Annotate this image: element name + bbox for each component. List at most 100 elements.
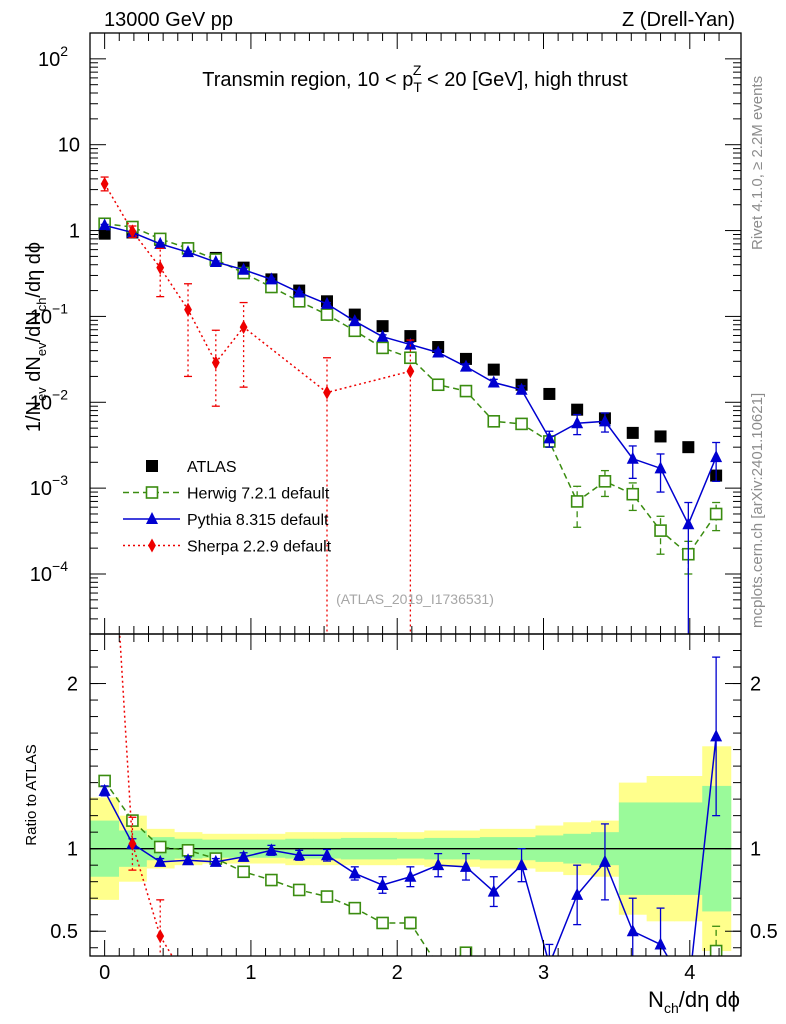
series-herwig xyxy=(98,217,723,575)
ratio-point xyxy=(515,858,528,871)
ratio-point xyxy=(459,859,472,872)
series-sherpa xyxy=(100,176,415,634)
data-point xyxy=(571,403,584,416)
data-point xyxy=(404,337,417,350)
legend: ATLAS Herwig 7.2.1 default Pythia 8.315 de… xyxy=(123,459,332,556)
x-axis-label: Nch/dη dϕ xyxy=(648,987,740,1016)
x-tick-label: 0 xyxy=(99,962,110,984)
ratio-y-tick-label-right: 0.5 xyxy=(750,921,778,943)
y-tick-mantissa: 10 xyxy=(30,392,52,414)
ratio-line xyxy=(118,634,174,956)
data-point xyxy=(320,296,333,309)
y-tick-mantissa: 10 xyxy=(30,564,52,586)
series-pythia xyxy=(98,218,723,634)
ratio-point xyxy=(320,848,333,861)
data-point xyxy=(654,524,667,537)
data-point xyxy=(570,495,584,508)
ratio-point xyxy=(209,854,222,867)
data-point xyxy=(459,352,472,365)
ratio-point xyxy=(488,967,499,978)
ratio-point xyxy=(459,946,473,956)
y-tick-label: 102 xyxy=(38,43,68,71)
ratio-point xyxy=(126,814,139,827)
ratio-point xyxy=(516,970,527,981)
y-tick-mantissa: 10 xyxy=(30,306,52,328)
y-tick-label: 10−3 xyxy=(30,472,68,500)
data-point xyxy=(709,507,723,521)
y-tick-exponent: 2 xyxy=(60,43,68,59)
analysis-watermark: (ATLAS_2019_I1736531) xyxy=(336,591,494,607)
ratio-point xyxy=(348,901,362,915)
process-label: Z (Drell-Yan) xyxy=(622,9,735,31)
ratio-point xyxy=(572,993,583,1004)
data-point xyxy=(209,255,222,268)
ratio-y-tick-label-left: 2 xyxy=(67,674,78,696)
y-tick-label: 10−2 xyxy=(30,386,68,414)
rivet-version-label: Rivet 4.1.0, ≥ 2.2M events xyxy=(749,76,766,250)
mcplots-credit-label: mcplots.cern.ch [arXiv:2401.10621] xyxy=(749,393,766,628)
ratio-point xyxy=(487,884,500,897)
data-point xyxy=(239,320,248,335)
data-point xyxy=(543,431,556,444)
y-tick-label: 10 xyxy=(58,135,80,157)
data-point xyxy=(348,324,362,338)
x-tick-label: 1 xyxy=(245,962,256,984)
data-point xyxy=(128,224,137,239)
ratio-point xyxy=(709,944,723,956)
legend-marker xyxy=(148,538,156,553)
ratio-series-pythia xyxy=(98,656,723,956)
ratio-point xyxy=(348,866,361,879)
data-point xyxy=(376,329,389,342)
ratio-point xyxy=(154,854,167,867)
data-point xyxy=(154,236,167,249)
series-line xyxy=(103,183,411,394)
ratio-y-tick-label-right: 2 xyxy=(750,674,761,696)
data-point xyxy=(182,245,195,258)
ratio-point xyxy=(571,887,584,900)
ratio-point xyxy=(184,975,192,989)
x-tick-label: 4 xyxy=(684,962,695,984)
ratio-frame xyxy=(89,633,742,957)
data-point xyxy=(98,218,111,231)
ratio-point xyxy=(432,858,445,871)
ratio-point xyxy=(433,960,444,971)
ratio-point xyxy=(404,869,417,882)
ratio-point xyxy=(320,890,334,903)
ratio-point xyxy=(376,877,389,890)
y-tick-exponent: −3 xyxy=(52,472,68,488)
ratio-y-tick-label-left: 0.5 xyxy=(50,921,78,943)
x-tick-label: 2 xyxy=(392,962,403,984)
ratio-point xyxy=(654,937,667,950)
legend-marker xyxy=(146,512,158,524)
legend-label: ATLAS xyxy=(187,459,237,476)
ratio-point xyxy=(265,843,278,856)
ratio-panel: 0.5 0.5 1 1 2 2 0 1 2 3 4 Ratio to ATLAS Nch/dη dϕ xyxy=(23,633,778,1016)
data-point xyxy=(710,450,723,463)
data-point xyxy=(320,308,334,321)
data-point xyxy=(543,387,556,400)
data-point xyxy=(682,517,695,530)
y-tick-exponent: −2 xyxy=(52,386,68,402)
ratio-point xyxy=(237,849,250,862)
data-point xyxy=(404,330,417,343)
data-point xyxy=(654,430,667,443)
data-point xyxy=(598,475,612,488)
data-point xyxy=(626,487,640,501)
y-tick-mantissa: 1 xyxy=(69,221,80,243)
data-point xyxy=(404,351,417,365)
legend-marker xyxy=(145,486,159,499)
y-tick-label: 1 xyxy=(69,221,80,243)
data-point xyxy=(432,345,445,358)
legend-label: Herwig 7.2.1 default xyxy=(187,486,330,503)
data-point xyxy=(626,426,639,439)
y-tick-label: 10−4 xyxy=(30,558,68,586)
data-point xyxy=(100,176,109,191)
y-tick-exponent: −1 xyxy=(52,300,68,316)
ratio-point xyxy=(404,916,417,930)
ratio-point xyxy=(599,977,610,988)
legend-label: Sherpa 2.2.9 default xyxy=(187,539,332,556)
data-point xyxy=(376,341,389,355)
data-point xyxy=(323,385,331,400)
data-point xyxy=(515,382,528,395)
